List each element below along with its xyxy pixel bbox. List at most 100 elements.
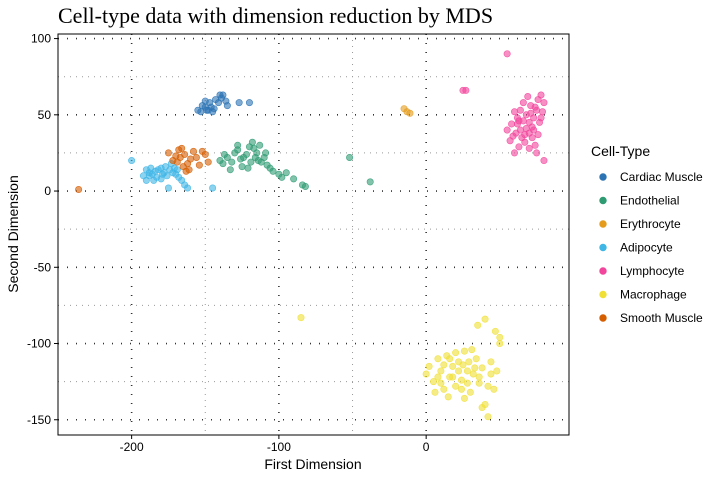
data-point [487,358,495,366]
data-point [256,141,264,149]
data-point [533,106,541,114]
data-point [530,126,538,134]
data-point [425,362,433,370]
data-point [179,163,187,171]
data-point [503,50,511,58]
data-point [437,367,445,375]
data-point [491,327,499,335]
data-point [298,181,306,189]
data-point [465,358,473,366]
data-point [164,149,172,157]
legend-key [599,290,607,299]
data-point [519,99,527,107]
data-point [534,131,542,139]
y-axis: 100 50 0 -50 -100 -150 [27,32,58,427]
legend-label: Lymphocyte [620,264,685,278]
data-point [446,355,454,363]
data-point [434,373,442,381]
data-point [537,114,545,122]
legend-key [599,196,607,205]
data-point [452,349,460,357]
legend-label: Cardiac Muscle [620,170,703,184]
data-point [452,382,460,390]
legend: Cell-Type Cardiac Muscle Endothelial Eryth… [591,143,703,325]
data-point [471,364,479,372]
data-point [525,144,533,152]
data-point [406,109,414,117]
data-point [153,173,161,181]
data-point [475,373,483,381]
data-point [185,166,193,174]
data-point [223,154,231,162]
series-smooth-muscle [75,144,212,194]
data-point [463,379,471,387]
data-point [282,169,290,177]
y-tick-label: 0 [44,184,51,198]
chart-title: Cell-type data with dimension reduction … [58,3,493,28]
legend-label: Erythrocyte [620,217,681,231]
y-tick-label: 50 [38,108,52,122]
data-point [430,378,438,386]
legend-title: Cell-Type [591,143,650,159]
legend-label: Adipocyte [620,241,673,255]
data-point [527,102,535,110]
data-point [525,118,533,126]
data-point [173,158,181,166]
data-point [521,131,529,139]
data-point [145,172,153,180]
data-point [484,413,492,421]
data-point [162,163,170,171]
legend-label: Endothelial [620,194,679,208]
x-axis-label: First Dimension [264,456,361,472]
data-point [209,184,217,192]
data-point [457,376,465,384]
data-point [493,367,501,375]
data-point [528,134,536,142]
data-point [437,379,445,387]
data-point [248,138,256,146]
y-tick-label: -100 [27,337,51,351]
y-tick-label: -150 [27,413,51,427]
data-point [515,117,523,125]
data-point [487,370,495,378]
data-point [184,184,192,192]
data-point [466,388,474,396]
data-point [522,125,530,133]
legend-label: Smooth Muscle [620,311,703,325]
data-point [434,355,442,363]
plot-panel [57,33,570,436]
series-lymphocyte [459,50,548,165]
data-point [478,404,486,412]
x-tick-label: -100 [267,440,291,454]
data-point [531,141,539,149]
data-point [475,379,483,387]
data-point [250,144,258,152]
data-point [481,315,489,323]
data-point [204,158,212,166]
data-point [245,99,253,107]
data-point [197,108,205,116]
data-point [508,120,516,128]
data-point [262,149,270,157]
series-endothelial [216,138,374,190]
series-adipocyte [128,157,217,192]
data-point [478,364,486,372]
data-point [178,144,186,152]
data-point [440,361,448,369]
data-point [159,170,167,178]
y-axis-label: Second Dimension [5,175,21,293]
data-point [538,108,546,116]
data-point [228,158,236,166]
data-point [189,147,197,155]
data-point [297,314,305,322]
data-point [219,160,227,168]
data-point [468,346,476,354]
legend-key [599,173,607,181]
legend-key [599,220,607,228]
data-point [460,394,468,402]
data-point [496,340,504,348]
series-macrophage [297,314,504,421]
data-point [462,86,470,94]
data-point [346,154,354,162]
legend-label: Macrophage [620,288,687,302]
